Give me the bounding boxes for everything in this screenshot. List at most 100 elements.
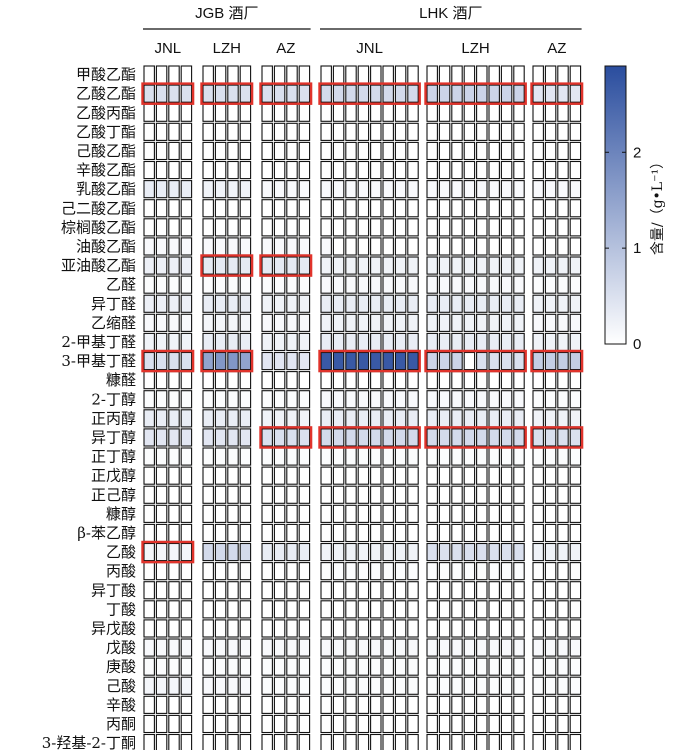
- heatmap-cell: [345, 199, 357, 218]
- heatmap-cell: [286, 695, 298, 714]
- heatmap-cell: [298, 122, 311, 141]
- heatmap-cell: [407, 523, 419, 543]
- heatmap-cell: [382, 619, 394, 638]
- heatmap-cell: [155, 657, 168, 676]
- heatmap-cell: [202, 504, 214, 523]
- heatmap-cell: [557, 218, 569, 237]
- heatmap-cell: [513, 542, 525, 562]
- heatmap-cell: [155, 141, 168, 161]
- row-label: 辛酸乙酯: [76, 161, 136, 179]
- heatmap-cell: [357, 122, 370, 141]
- heatmap-cell: [382, 218, 394, 237]
- heatmap-cell: [394, 218, 407, 237]
- heatmap-cell: [345, 256, 357, 275]
- heatmap-cell: [426, 504, 438, 523]
- heatmap-cell: [202, 218, 214, 237]
- heatmap-cell: [298, 428, 311, 447]
- heatmap-cell: [261, 218, 273, 237]
- heatmap-cell: [394, 84, 407, 103]
- heatmap-cell: [214, 180, 227, 199]
- heatmap-cell: [544, 504, 557, 523]
- row-label: 丙酮: [106, 715, 136, 733]
- heatmap-cell: [370, 485, 382, 504]
- heatmap-cell: [320, 275, 332, 294]
- heatmap-cell: [332, 103, 345, 122]
- heatmap-cell: [261, 562, 273, 581]
- heatmap-cell: [407, 485, 419, 504]
- highlight-box: [318, 426, 421, 449]
- heatmap-cell: [261, 676, 273, 695]
- heatmap-cell: [261, 600, 273, 619]
- heatmap-cell: [513, 600, 525, 619]
- heatmap-cell: [298, 523, 311, 543]
- heatmap-cell: [407, 733, 419, 750]
- heatmap-cell: [332, 714, 345, 734]
- heatmap-cell: [180, 122, 193, 141]
- heatmap-cell: [261, 84, 273, 103]
- heatmap-cell: [214, 294, 227, 313]
- heatmap-cell: [500, 160, 513, 180]
- heatmap-cell: [476, 199, 488, 218]
- heatmap-cell: [143, 562, 155, 581]
- heatmap-cell: [370, 141, 382, 161]
- heatmap-cell: [382, 294, 394, 313]
- heatmap-cell: [202, 160, 214, 180]
- heatmap-cell: [394, 199, 407, 218]
- heatmap-cell: [332, 695, 345, 714]
- heatmap-cell: [500, 237, 513, 256]
- heatmap-cell: [476, 657, 488, 676]
- heatmap-cell: [513, 199, 525, 218]
- heatmap-cell: [273, 332, 286, 352]
- heatmap-cell: [463, 390, 476, 409]
- heatmap-cell: [407, 714, 419, 734]
- heatmap-cell: [426, 619, 438, 638]
- heatmap-cell: [370, 84, 382, 103]
- heatmap-cell: [451, 542, 463, 562]
- heatmap-cell: [168, 160, 180, 180]
- heatmap-cell: [332, 504, 345, 523]
- heatmap-cell: [214, 447, 227, 466]
- heatmap-cell: [407, 619, 419, 638]
- heatmap-cell: [488, 485, 500, 504]
- row-label: 辛酸: [106, 696, 136, 714]
- heatmap-cell: [463, 332, 476, 352]
- heatmap-cell: [202, 351, 214, 371]
- row-label: 亚油酸乙酯: [61, 257, 136, 275]
- heatmap-cell: [532, 65, 544, 84]
- heatmap-cell: [532, 733, 544, 750]
- heatmap-cell: [298, 84, 311, 103]
- heatmap-cell: [320, 676, 332, 695]
- heatmap-cell: [488, 428, 500, 447]
- heatmap-cell: [143, 256, 155, 275]
- heatmap-cell: [320, 84, 332, 103]
- heatmap-cell: [476, 695, 488, 714]
- heatmap-cell: [407, 256, 419, 275]
- heatmap-cell: [557, 714, 569, 734]
- heatmap-cell: [394, 562, 407, 581]
- heatmap-cell: [426, 657, 438, 676]
- heatmap-cell: [320, 390, 332, 409]
- heatmap-cell: [273, 714, 286, 734]
- heatmap-cell: [227, 485, 239, 504]
- heatmap-cell: [357, 504, 370, 523]
- heatmap-cell: [239, 256, 252, 275]
- heatmap-cell: [463, 199, 476, 218]
- row-label: 正戊醇: [91, 467, 136, 485]
- heatmap-cell: [168, 313, 180, 332]
- heatmap-cell: [168, 523, 180, 543]
- heatmap-cell: [298, 256, 311, 275]
- heatmap-cell: [426, 160, 438, 180]
- heatmap-cell: [273, 600, 286, 619]
- colorbar: 0 1 2 含量/（g•L⁻¹）: [604, 65, 666, 353]
- heatmap-cell: [463, 160, 476, 180]
- heatmap-cell: [214, 256, 227, 275]
- heatmap-cell: [168, 638, 180, 657]
- heatmap-cell: [180, 256, 193, 275]
- heatmap-cell: [488, 619, 500, 638]
- heatmap-cell: [202, 657, 214, 676]
- heatmap-cell: [143, 313, 155, 332]
- heatmap-cell: [332, 390, 345, 409]
- heatmap-cell: [180, 600, 193, 619]
- heatmap-cell: [382, 523, 394, 543]
- heatmap-cell: [168, 600, 180, 619]
